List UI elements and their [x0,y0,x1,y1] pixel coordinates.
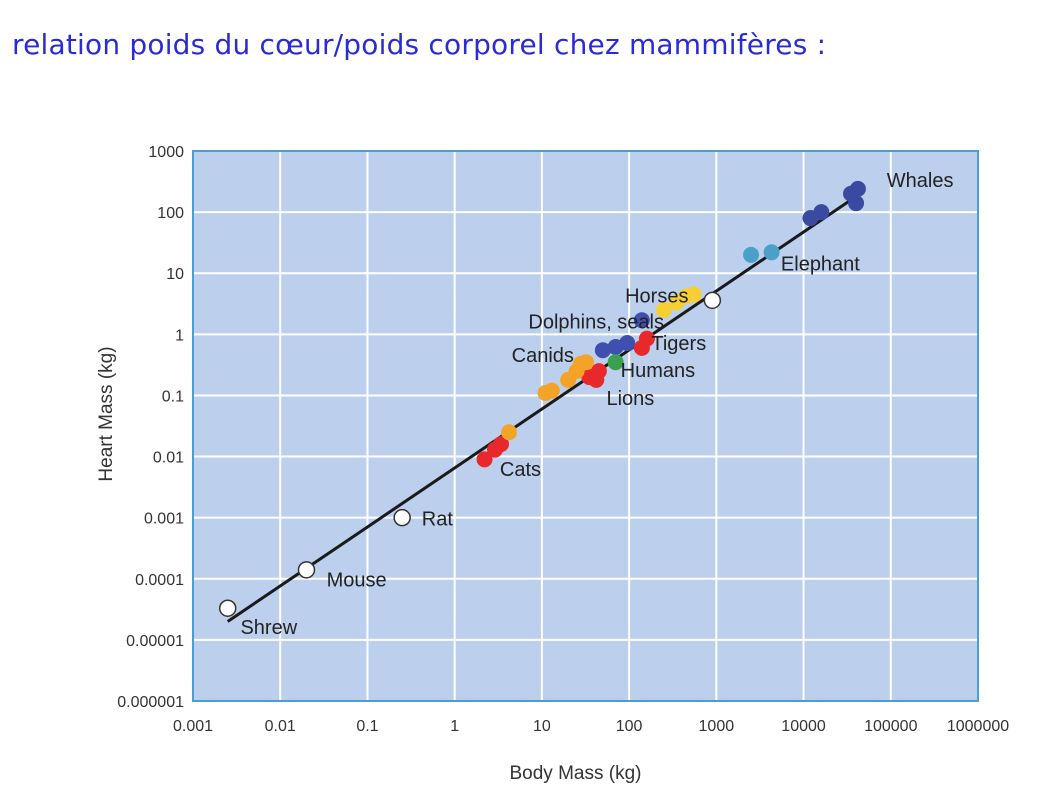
plot-background [193,151,978,701]
data-point-small-mammals [393,508,411,527]
x-tick-label: 100 [616,718,643,735]
data-point-elephant [763,244,780,261]
y-tick-label: 0.1 [162,388,184,405]
slide-title: relation poids du cœur/poids corporel ch… [12,28,827,61]
data-point-humans [607,354,624,371]
x-tick-label: 0.01 [265,718,296,735]
data-point-whales [848,195,865,212]
x-axis-title: Body Mass (kg) [510,763,642,784]
x-tick-label: 1000000 [947,718,1009,735]
plot-area [192,150,979,702]
data-point-cats [493,436,510,453]
plot-frame [192,150,979,702]
annotation-label: Elephant [781,254,860,276]
annotation-label: Shrew [240,617,297,639]
x-tick-label: 1 [450,718,459,735]
data-point-whales [849,180,866,197]
y-tick-label: 0.001 [144,511,184,528]
data-point-canids [501,424,518,441]
data-point-dolphins-seals [619,335,636,352]
annotation-label: Canids [512,345,574,367]
x-tick-label: 10 [533,718,551,735]
data-point-small-mammals [297,561,316,579]
x-tick-label: 1000 [699,718,735,735]
x-tick-label: 100000 [864,718,917,735]
annotation-label: Dolphins, seals [528,311,664,333]
data-point-dolphins-seals [594,342,611,359]
x-tick-label: 0.1 [356,718,378,735]
annotation-label: Whales [887,170,954,192]
annotation-label: Humans [621,360,695,382]
annotation-label: Rat [422,508,454,530]
data-point-tigers [638,330,655,347]
data-point-whales [813,204,830,221]
y-tick-label: 100 [157,205,184,222]
annotation-label: Mouse [327,569,387,591]
fit-line [226,195,857,623]
data-point-elephant [743,246,760,263]
x-tick-label: 10000 [781,718,826,735]
x-tick-label: 0.001 [173,718,213,735]
data-point-canids [577,354,594,371]
annotation-label: Cats [500,459,541,481]
y-axis-title: Heart Mass (kg) [96,346,117,481]
y-tick-label: 0.00001 [126,633,184,650]
data-point-canids [543,382,560,399]
data-point-dolphins-seals [633,312,650,329]
y-tick-label: 10 [166,266,184,283]
data-point-lions [590,363,607,380]
y-tick-label: 1000 [148,144,184,161]
y-tick-label: 0.01 [153,450,184,467]
annotation-label: Lions [606,388,654,410]
y-tick-label: 0.0001 [135,572,184,589]
data-point-small-mammals [703,291,722,310]
chart-labels: 0.001 0.01 0.1 1 10 100 1000 10000 100000 1000000… [96,144,1009,784]
y-tick-label: 1 [175,327,184,344]
data-point-cats [476,451,493,468]
data-point-horses [655,302,672,319]
y-tick-label: 0.000001 [117,694,184,711]
annotation-label: Horses [625,286,688,308]
annotation-label: Tigers [651,333,706,355]
chart-marks [218,180,866,623]
data-point-horses [685,286,702,303]
data-point-small-mammals [218,599,237,617]
